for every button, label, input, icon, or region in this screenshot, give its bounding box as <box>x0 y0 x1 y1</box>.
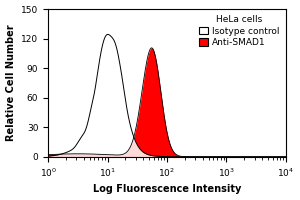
Legend: Isotype control, Anti-SMAD1: Isotype control, Anti-SMAD1 <box>198 14 281 49</box>
X-axis label: Log Fluorescence Intensity: Log Fluorescence Intensity <box>93 184 241 194</box>
Y-axis label: Relative Cell Number: Relative Cell Number <box>6 25 16 141</box>
